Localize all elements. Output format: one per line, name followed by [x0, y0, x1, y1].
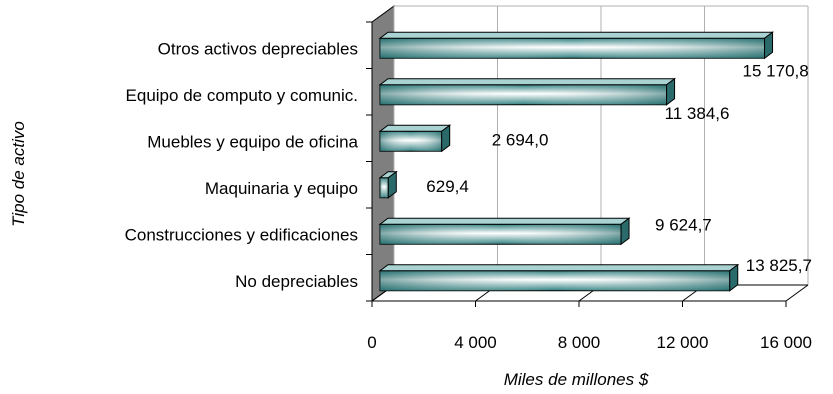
x-tick-label: 8 000: [558, 333, 601, 352]
data-label: 629,4: [426, 177, 469, 196]
floor-line: [785, 284, 809, 302]
category-label: Muebles y equipo de oficina: [147, 132, 358, 151]
bar-end: [764, 31, 774, 60]
bar-top: [378, 31, 775, 39]
x-tick-label: 4 000: [454, 333, 497, 352]
bar-top: [378, 124, 452, 132]
category-label: Otros activos depreciables: [158, 39, 358, 58]
y-axis-title: Tipo de activo: [9, 121, 28, 227]
labels: 0 4 000 8 000 12 000 16 000 Otros activos dep…: [125, 39, 812, 352]
data-label: 11 384,6: [665, 104, 730, 123]
bars: [378, 31, 775, 292]
bar-end: [387, 170, 397, 199]
bar-end: [666, 77, 676, 106]
bar-shade: [380, 131, 442, 152]
bar-top: [378, 217, 631, 225]
category-label: Construcciones y edificaciones: [125, 225, 358, 244]
x-axis-title: Miles de millones $: [504, 370, 649, 389]
bar-end: [441, 124, 451, 153]
category-label: Maquinaria y equipo: [205, 179, 358, 198]
bar-shade: [380, 177, 389, 198]
bar-end: [729, 263, 739, 292]
bar-end: [620, 217, 630, 246]
bar-shade: [380, 270, 730, 291]
bar-shade: [380, 84, 667, 105]
x-tick-label: 12 000: [657, 333, 709, 352]
bar-top: [378, 78, 677, 86]
category-label: Equipo de computo y comunic.: [126, 86, 358, 105]
category-label: No depreciables: [235, 272, 358, 291]
data-label: 2 694,0: [492, 130, 549, 149]
data-label: 9 624,7: [655, 215, 712, 234]
bar-shade: [380, 38, 765, 59]
x-tick-label: 0: [367, 333, 376, 352]
x-tick-label: 16 000: [760, 333, 812, 352]
data-label: 13 825,7: [746, 256, 812, 275]
bar-top: [378, 264, 740, 272]
data-label: 15 170,8: [743, 61, 809, 80]
bar-shade: [380, 224, 622, 245]
